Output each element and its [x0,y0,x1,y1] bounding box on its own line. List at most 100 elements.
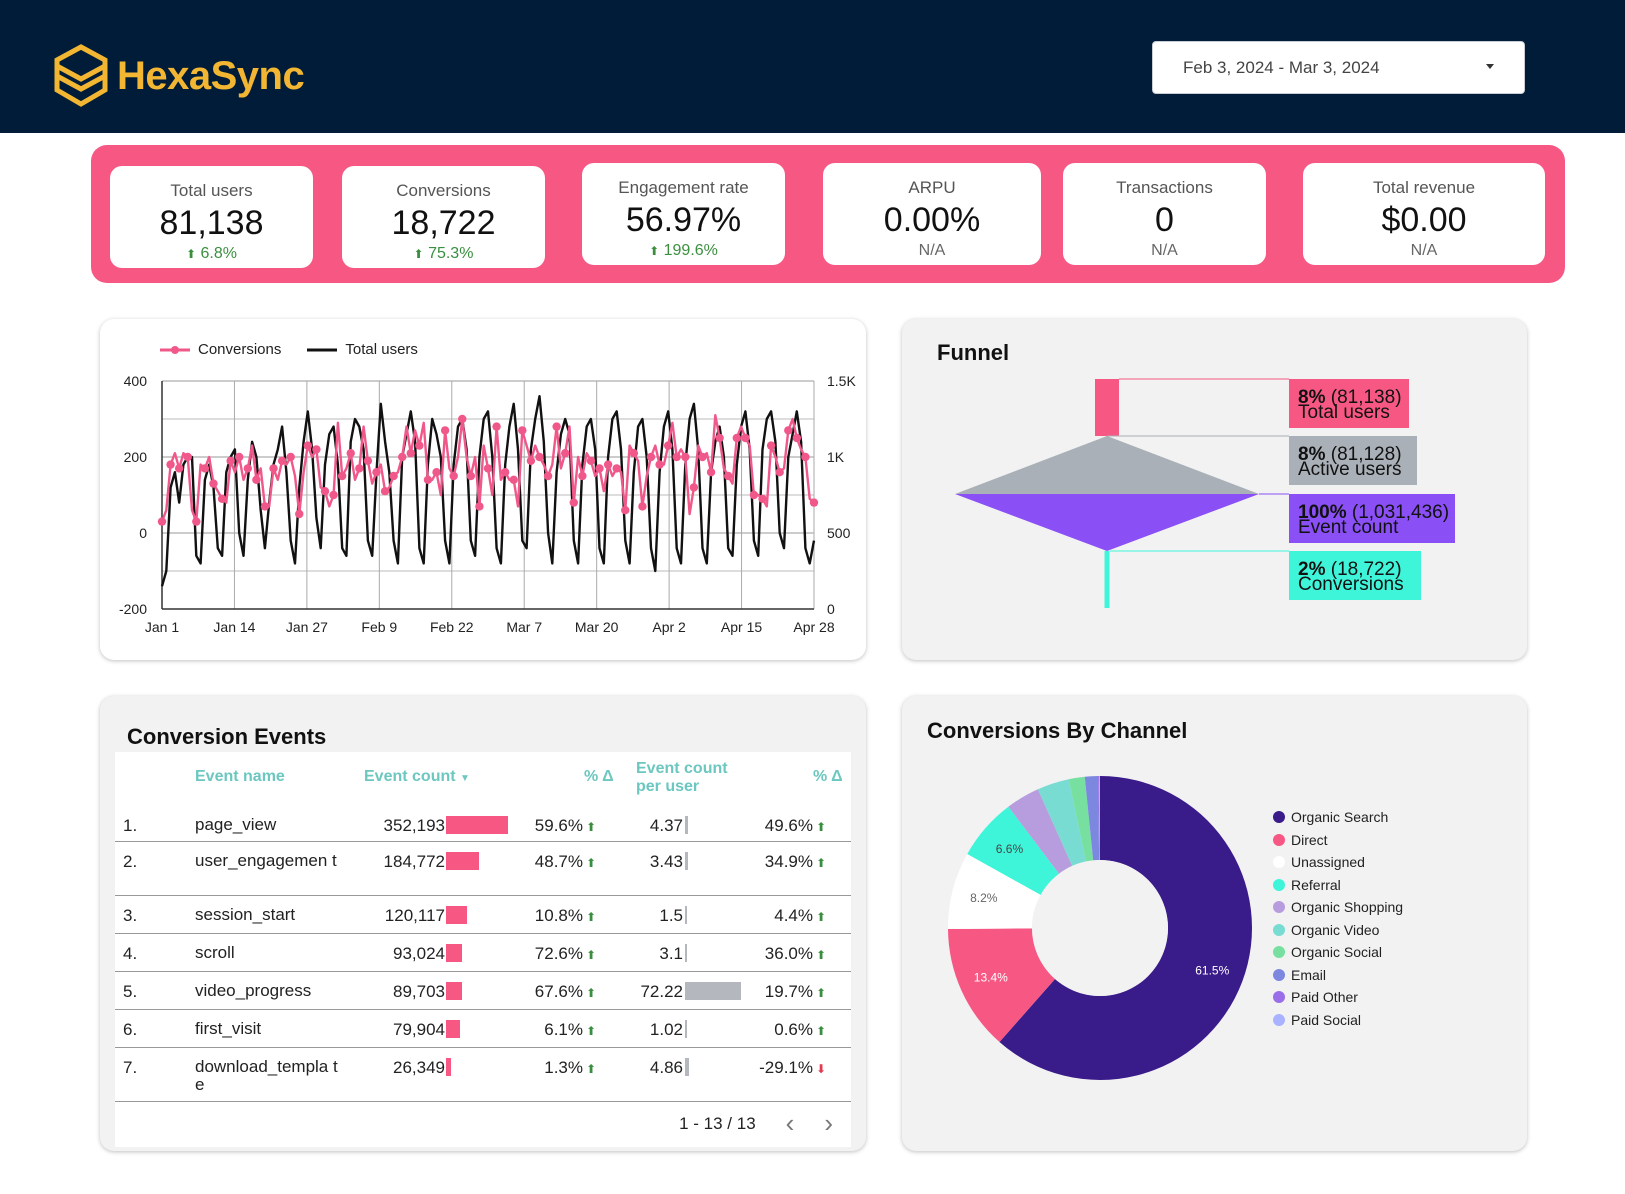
event-count: 120,117 [384,906,445,925]
x-tick-label: Jan 14 [213,619,255,635]
kpi-arpu: ARPU 0.00% N/A [823,163,1041,265]
y-right-tick-label: 0 [827,601,835,617]
table-row[interactable]: 2. user_engagemen t 184,772 48.7% ⬆ 3.43 34.9%… [115,842,851,896]
event-name: download_templa te [195,1057,338,1094]
conversion-point [337,471,347,481]
event-name: first_visit [195,1019,262,1038]
x-tick-label: Feb 22 [430,619,474,635]
prev-page-button[interactable]: ‹ [785,1108,795,1138]
date-range-value: Feb 3, 2024 - Mar 3, 2024 [1183,57,1380,77]
slice-label: 8.2% [970,891,998,905]
conversion-point [689,483,699,492]
legend-label: Organic Shopping [1291,899,1404,916]
legend-item[interactable]: Organic Search [1273,806,1403,829]
conversion-point [277,456,287,465]
table-row[interactable]: 6. first_visit 79,904 6.1% ⬆ 1.02 0.6% ⬆ [115,1010,851,1048]
per-user-bar [685,944,688,962]
funnel-stage-name: Conversions [1298,574,1404,595]
table-row[interactable]: 5. video_progress 89,703 67.6% ⬆ 72.22 19.7% ⬆ [115,972,851,1010]
slice-label: 6.6% [996,842,1024,856]
table-row[interactable]: 1. page_view 352,193 59.6% ⬆ 4.37 49.6% ⬆ [115,806,851,842]
event-count-bar [446,852,479,870]
pagination: 1 - 13 / 13 ‹ › [679,1108,833,1139]
table-row[interactable]: 4. scroll 93,024 72.6% ⬆ 3.1 36.0% ⬆ [115,934,851,972]
legend-item[interactable]: Organic Video [1273,919,1403,942]
col-header-event-count[interactable]: Event count ▼ [364,768,470,786]
conversion-point [355,464,364,473]
conversion-point [380,487,390,496]
brand-logo[interactable]: HexaSync [53,44,305,108]
legend-dot-icon [1273,991,1285,1004]
table-row[interactable]: 7. download_templa te 26,349 1.3% ⬆ 4.86 -29.1… [115,1048,851,1102]
conversion-point [646,452,656,462]
kpi-delta: N/A [1410,242,1438,259]
legend-item[interactable]: Unassigned [1273,851,1403,874]
table-row[interactable]: 3. session_start 120,117 10.8% ⬆ 1.5 4.4% ⬆ [115,896,851,934]
legend-item-conversions[interactable]: Conversions [160,341,281,358]
legend-item-total-users[interactable]: Total users [307,341,418,358]
event-count: 184,772 [383,852,445,871]
conversion-point [766,441,776,450]
conversion-point [509,475,518,484]
pct-change-per-user: 36.0% [764,944,813,963]
funnel-stage-name: Total users [1298,402,1390,423]
funnel-pct-label: 8% (81,138) [1298,387,1402,408]
event-name: session_start [195,905,296,924]
per-user-value: 4.37 [649,816,683,835]
conversion-point [475,502,484,511]
arrow-up-icon: ⬆ [816,856,827,870]
funnel-pct: 100% [1298,502,1352,523]
event-name: user_engagemen t [195,851,337,870]
per-user-bar [685,906,687,924]
legend-dot-icon [1273,1013,1285,1026]
col-header-pct-change[interactable]: % Δ [584,768,614,785]
conversion-point [269,464,278,473]
conversion-point [500,468,510,477]
col-header-event-name[interactable]: Event name [195,768,285,785]
conversion-point [466,471,476,481]
funnel-pct-label: 2% (18,722) [1298,559,1402,580]
pct-change: 10.8% [534,906,583,925]
kpi-label: ARPU [908,178,956,197]
date-range-picker[interactable]: Feb 3, 2024 - Mar 3, 2024 [1152,41,1525,94]
legend-item[interactable]: Paid Other [1273,986,1403,1009]
legend-item[interactable]: Direct [1273,829,1403,852]
event-count-bar [446,982,462,1000]
kpi-value: 0.00% [883,201,981,239]
conversion-point [458,414,467,424]
per-user-value: 72.22 [640,982,683,1001]
conversion-point [286,452,295,462]
event-count: 79,904 [393,1020,445,1039]
pagination-range: 1 - 13 / 13 [679,1113,756,1133]
legend-item[interactable]: Paid Social [1273,1009,1403,1032]
legend-label: Organic Video [1291,921,1380,938]
slice-label: 61.5% [1195,963,1229,977]
brand-name: HexaSync [117,53,305,98]
event-name: video_progress [195,981,312,1000]
conversion-point [183,452,192,462]
y-left-tick-label: 400 [124,373,148,389]
y-left-tick-label: -200 [119,601,147,617]
chevron-down-icon [1486,64,1494,69]
per-user-bar [685,852,688,870]
donut-slice [1099,776,1100,861]
event-count: 352,193 [383,816,445,835]
col-header-per-user[interactable]: Event count per user [636,760,728,795]
next-page-button[interactable]: › [824,1108,833,1138]
row-index: 7. [123,1058,138,1077]
arrow-down-icon: ⬇ [816,1062,827,1076]
legend-item[interactable]: Organic Shopping [1273,896,1403,919]
kpi-label: Total users [170,181,253,200]
conversion-point [809,498,819,507]
conversion-point [346,449,355,458]
y-right-tick-label: 1.5K [827,373,856,389]
kpi-value: 18,722 [391,204,496,242]
col-header-pct-change-per-user[interactable]: % Δ [813,768,843,785]
legend-item[interactable]: Organic Social [1273,941,1403,964]
legend-item[interactable]: Referral [1273,874,1403,897]
arrow-up-icon: ⬆ [413,247,424,261]
kpi-label: Transactions [1116,178,1213,197]
legend-item[interactable]: Email [1273,964,1403,987]
arrow-up-icon: ⬆ [586,820,597,834]
legend-dot-icon [1273,968,1285,981]
